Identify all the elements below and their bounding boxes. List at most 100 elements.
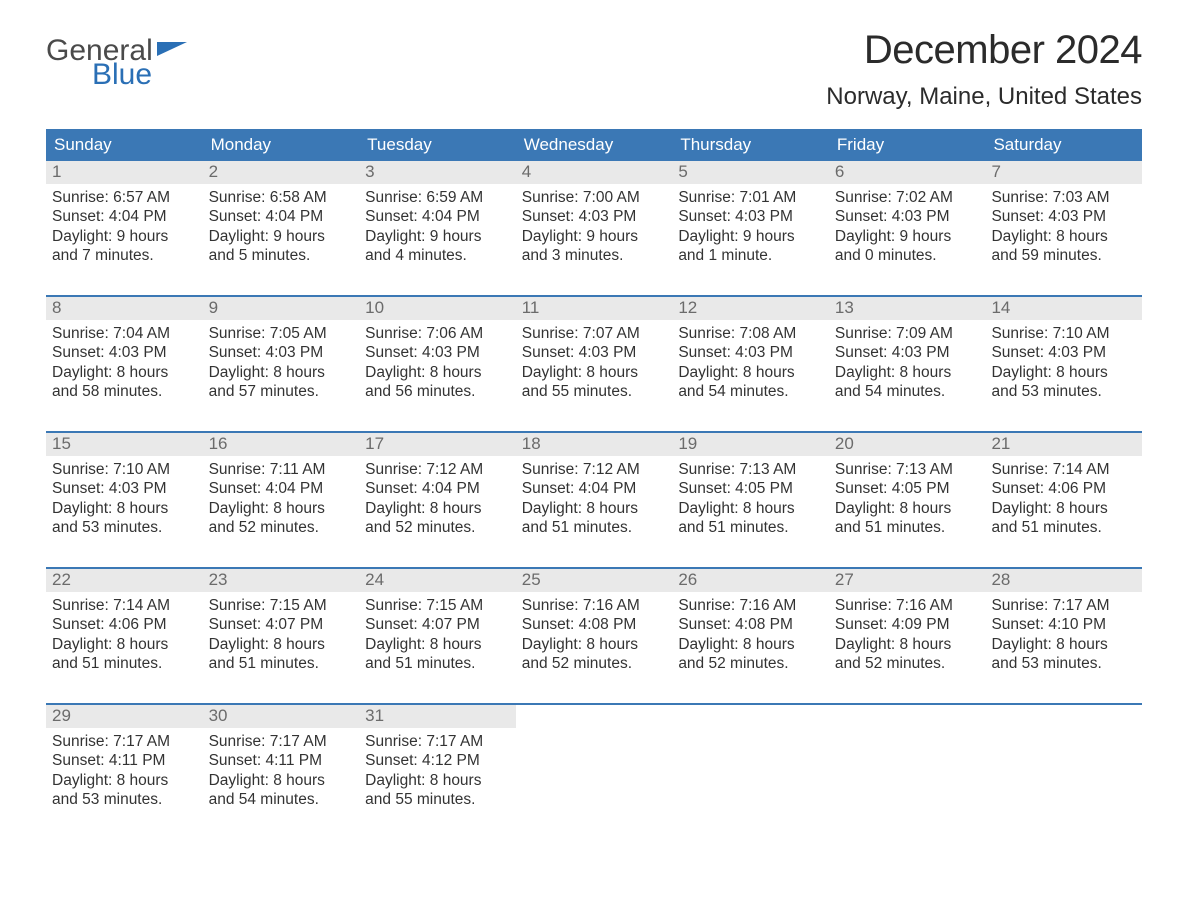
sunrise-text: Sunrise: 7:02 AM bbox=[835, 188, 980, 207]
sunrise-text: Sunrise: 6:57 AM bbox=[52, 188, 197, 207]
sunrise-text: Sunrise: 7:17 AM bbox=[365, 732, 510, 751]
day-number: 27 bbox=[829, 569, 986, 592]
header-row: General Blue December 2024 Norway, Maine… bbox=[46, 28, 1142, 125]
weekday-header: Monday bbox=[203, 129, 360, 161]
sunset-text: Sunset: 4:04 PM bbox=[52, 207, 197, 226]
daylight2-text: and 5 minutes. bbox=[209, 246, 354, 265]
daylight2-text: and 52 minutes. bbox=[835, 654, 980, 673]
daylight2-text: and 52 minutes. bbox=[522, 654, 667, 673]
daylight1-text: Daylight: 8 hours bbox=[678, 499, 823, 518]
sunrise-text: Sunrise: 7:17 AM bbox=[52, 732, 197, 751]
daylight2-text: and 53 minutes. bbox=[991, 654, 1136, 673]
day-body: Sunrise: 7:02 AMSunset: 4:03 PMDaylight:… bbox=[829, 184, 986, 270]
day-body: Sunrise: 7:12 AMSunset: 4:04 PMDaylight:… bbox=[359, 456, 516, 542]
sunset-text: Sunset: 4:03 PM bbox=[522, 343, 667, 362]
day-body: Sunrise: 7:16 AMSunset: 4:09 PMDaylight:… bbox=[829, 592, 986, 678]
daylight2-text: and 58 minutes. bbox=[52, 382, 197, 401]
day-number: 24 bbox=[359, 569, 516, 592]
daylight2-text: and 51 minutes. bbox=[52, 654, 197, 673]
day-body: Sunrise: 7:15 AMSunset: 4:07 PMDaylight:… bbox=[359, 592, 516, 678]
day-cell: 18Sunrise: 7:12 AMSunset: 4:04 PMDayligh… bbox=[516, 433, 673, 553]
day-body bbox=[985, 728, 1142, 736]
day-cell: 21Sunrise: 7:14 AMSunset: 4:06 PMDayligh… bbox=[985, 433, 1142, 553]
day-number: 13 bbox=[829, 297, 986, 320]
daylight1-text: Daylight: 8 hours bbox=[52, 771, 197, 790]
daylight2-text: and 59 minutes. bbox=[991, 246, 1136, 265]
day-number: 8 bbox=[46, 297, 203, 320]
daylight2-text: and 55 minutes. bbox=[365, 790, 510, 809]
day-number: 22 bbox=[46, 569, 203, 592]
sunset-text: Sunset: 4:03 PM bbox=[522, 207, 667, 226]
daylight1-text: Daylight: 8 hours bbox=[522, 635, 667, 654]
daylight2-text: and 0 minutes. bbox=[835, 246, 980, 265]
day-number: 18 bbox=[516, 433, 673, 456]
sunset-text: Sunset: 4:03 PM bbox=[991, 343, 1136, 362]
day-cell: 3Sunrise: 6:59 AMSunset: 4:04 PMDaylight… bbox=[359, 161, 516, 281]
sunset-text: Sunset: 4:06 PM bbox=[52, 615, 197, 634]
sunrise-text: Sunrise: 7:07 AM bbox=[522, 324, 667, 343]
day-number: 12 bbox=[672, 297, 829, 320]
day-number: 31 bbox=[359, 705, 516, 728]
day-number: 25 bbox=[516, 569, 673, 592]
daylight1-text: Daylight: 9 hours bbox=[522, 227, 667, 246]
day-cell: 16Sunrise: 7:11 AMSunset: 4:04 PMDayligh… bbox=[203, 433, 360, 553]
day-body: Sunrise: 7:13 AMSunset: 4:05 PMDaylight:… bbox=[672, 456, 829, 542]
sunset-text: Sunset: 4:05 PM bbox=[678, 479, 823, 498]
sunrise-text: Sunrise: 7:08 AM bbox=[678, 324, 823, 343]
sunrise-text: Sunrise: 7:16 AM bbox=[678, 596, 823, 615]
sunrise-text: Sunrise: 7:12 AM bbox=[365, 460, 510, 479]
daylight1-text: Daylight: 9 hours bbox=[678, 227, 823, 246]
day-number: 2 bbox=[203, 161, 360, 184]
daylight1-text: Daylight: 8 hours bbox=[209, 635, 354, 654]
daylight1-text: Daylight: 8 hours bbox=[991, 635, 1136, 654]
day-cell: 24Sunrise: 7:15 AMSunset: 4:07 PMDayligh… bbox=[359, 569, 516, 689]
sunset-text: Sunset: 4:03 PM bbox=[835, 343, 980, 362]
day-body: Sunrise: 6:57 AMSunset: 4:04 PMDaylight:… bbox=[46, 184, 203, 270]
day-number: 19 bbox=[672, 433, 829, 456]
day-body: Sunrise: 7:05 AMSunset: 4:03 PMDaylight:… bbox=[203, 320, 360, 406]
sunrise-text: Sunrise: 7:03 AM bbox=[991, 188, 1136, 207]
sunset-text: Sunset: 4:11 PM bbox=[209, 751, 354, 770]
sunset-text: Sunset: 4:09 PM bbox=[835, 615, 980, 634]
daylight1-text: Daylight: 8 hours bbox=[835, 499, 980, 518]
sunset-text: Sunset: 4:03 PM bbox=[209, 343, 354, 362]
daylight2-text: and 52 minutes. bbox=[678, 654, 823, 673]
daylight2-text: and 1 minute. bbox=[678, 246, 823, 265]
day-body: Sunrise: 7:10 AMSunset: 4:03 PMDaylight:… bbox=[985, 320, 1142, 406]
sunset-text: Sunset: 4:04 PM bbox=[209, 479, 354, 498]
sunset-text: Sunset: 4:03 PM bbox=[365, 343, 510, 362]
day-body: Sunrise: 7:11 AMSunset: 4:04 PMDaylight:… bbox=[203, 456, 360, 542]
sunset-text: Sunset: 4:03 PM bbox=[835, 207, 980, 226]
sunrise-text: Sunrise: 7:01 AM bbox=[678, 188, 823, 207]
daylight2-text: and 53 minutes. bbox=[52, 518, 197, 537]
daylight1-text: Daylight: 8 hours bbox=[522, 363, 667, 382]
day-cell: 1Sunrise: 6:57 AMSunset: 4:04 PMDaylight… bbox=[46, 161, 203, 281]
daylight1-text: Daylight: 8 hours bbox=[522, 499, 667, 518]
day-cell: 11Sunrise: 7:07 AMSunset: 4:03 PMDayligh… bbox=[516, 297, 673, 417]
daylight1-text: Daylight: 8 hours bbox=[678, 363, 823, 382]
sunset-text: Sunset: 4:07 PM bbox=[209, 615, 354, 634]
day-cell: 10Sunrise: 7:06 AMSunset: 4:03 PMDayligh… bbox=[359, 297, 516, 417]
day-cell: 6Sunrise: 7:02 AMSunset: 4:03 PMDaylight… bbox=[829, 161, 986, 281]
sunrise-text: Sunrise: 7:17 AM bbox=[209, 732, 354, 751]
sunset-text: Sunset: 4:03 PM bbox=[678, 343, 823, 362]
sunset-text: Sunset: 4:12 PM bbox=[365, 751, 510, 770]
daylight2-text: and 4 minutes. bbox=[365, 246, 510, 265]
sunrise-text: Sunrise: 7:14 AM bbox=[991, 460, 1136, 479]
daylight2-text: and 53 minutes. bbox=[991, 382, 1136, 401]
day-body: Sunrise: 7:10 AMSunset: 4:03 PMDaylight:… bbox=[46, 456, 203, 542]
sunrise-text: Sunrise: 7:06 AM bbox=[365, 324, 510, 343]
day-number: 3 bbox=[359, 161, 516, 184]
daylight1-text: Daylight: 8 hours bbox=[991, 499, 1136, 518]
daylight1-text: Daylight: 8 hours bbox=[991, 363, 1136, 382]
sunset-text: Sunset: 4:04 PM bbox=[522, 479, 667, 498]
daylight1-text: Daylight: 8 hours bbox=[365, 499, 510, 518]
day-number: 14 bbox=[985, 297, 1142, 320]
week-row: 1Sunrise: 6:57 AMSunset: 4:04 PMDaylight… bbox=[46, 161, 1142, 281]
day-cell: 31Sunrise: 7:17 AMSunset: 4:12 PMDayligh… bbox=[359, 705, 516, 825]
sunrise-text: Sunrise: 6:58 AM bbox=[209, 188, 354, 207]
weekday-header: Saturday bbox=[985, 129, 1142, 161]
day-cell: 22Sunrise: 7:14 AMSunset: 4:06 PMDayligh… bbox=[46, 569, 203, 689]
weekday-header: Friday bbox=[829, 129, 986, 161]
week-row: 22Sunrise: 7:14 AMSunset: 4:06 PMDayligh… bbox=[46, 567, 1142, 689]
